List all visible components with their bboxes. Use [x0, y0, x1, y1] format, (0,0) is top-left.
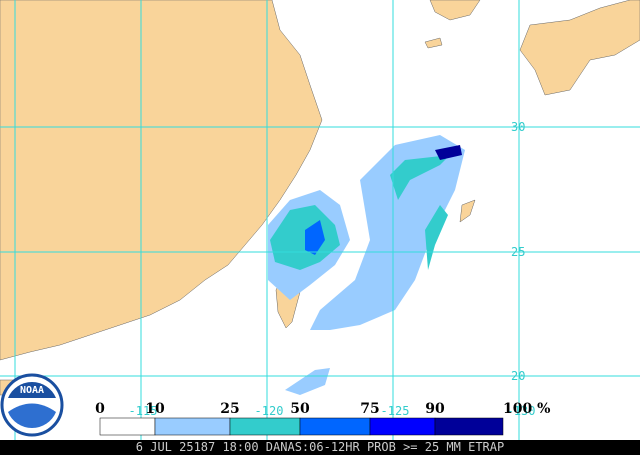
legend-swatch [99, 417, 156, 436]
lon-label: -125 [381, 404, 410, 418]
legend-label: 0 [95, 401, 105, 417]
logo-text: NOAA [20, 385, 44, 396]
korea [429, 0, 481, 21]
lat-lon-grid: 30 25 20 -115 -120 -125 -130 [0, 0, 640, 440]
footer-bar [0, 440, 640, 455]
lon-label: -120 [255, 404, 284, 418]
legend-swatch [229, 417, 301, 436]
lon-label: -115 [129, 404, 158, 418]
probability-areas [268, 135, 465, 395]
japan [519, 0, 640, 96]
legend-swatch [154, 417, 231, 436]
lat-label: 30 [511, 120, 525, 134]
legend-swatch [369, 417, 436, 436]
legend-swatch [434, 417, 504, 436]
lon-label: -130 [507, 404, 536, 418]
noaa-logo: NOAA [0, 373, 64, 437]
island [459, 199, 476, 223]
legend-label: 10 [145, 401, 165, 417]
legend-label: 75 [360, 401, 379, 417]
mainland [0, 0, 323, 361]
lat-label: 25 [511, 245, 525, 259]
legend: 0 10 25 50 75 90 100 % [95, 401, 550, 436]
legend-label: 90 [425, 401, 445, 417]
legend-label: 50 [290, 401, 310, 417]
lat-label: 20 [511, 369, 525, 383]
footer-text: 6 JUL 25187 18:00 DANAS:06-12HR PROB >= … [136, 440, 504, 454]
legend-swatch [299, 417, 371, 436]
island [424, 37, 443, 49]
legend-label: 25 [220, 401, 239, 417]
legend-label: 100 % [503, 401, 550, 417]
